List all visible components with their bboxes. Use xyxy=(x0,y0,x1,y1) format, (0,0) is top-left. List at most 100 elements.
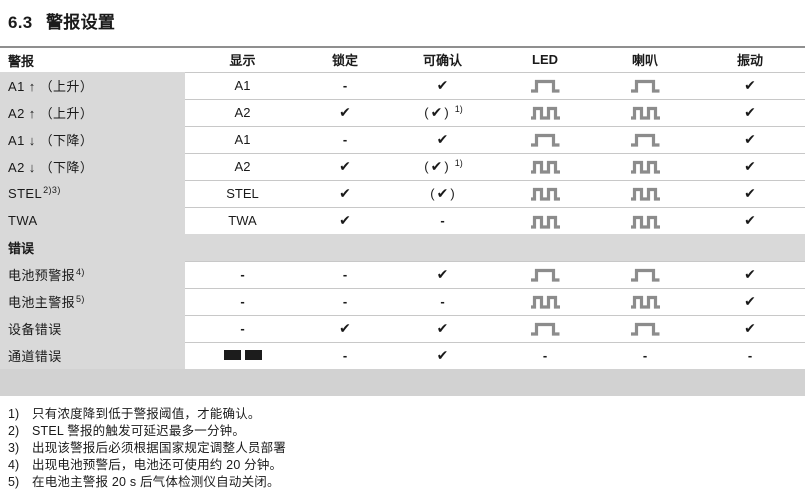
alarm-name-cell: TWA xyxy=(0,207,185,234)
cell-vibration: - xyxy=(695,341,805,369)
dash: - xyxy=(747,348,753,364)
cell-horn: - xyxy=(595,341,695,369)
cell-acknowledgeable: ✔ xyxy=(390,260,495,288)
double-pulse-icon xyxy=(630,188,660,201)
single-pulse-icon xyxy=(630,80,659,93)
footnote-item: 2) STEL 警报的触发可延迟最多一分钟。 xyxy=(8,423,805,440)
single-pulse-icon xyxy=(630,323,659,336)
double-pulse-icon xyxy=(630,215,660,229)
table-row: 设备错误 - ✔ ✔ ✔ xyxy=(0,314,805,342)
check-paren-icon: (✔) 1) xyxy=(422,157,463,174)
cell-vibration: ✔ xyxy=(695,287,805,315)
check-icon: ✔ xyxy=(436,347,449,364)
cell-acknowledgeable: (✔) xyxy=(390,179,495,207)
section-header-label: 错误 xyxy=(0,234,805,261)
cell-acknowledgeable: ✔ xyxy=(390,125,495,153)
check-icon: ✔ xyxy=(436,131,449,147)
section-title-text: 警报设置 xyxy=(46,13,116,32)
table-row: 通道错误 - ✔ - - - xyxy=(0,341,805,369)
double-pulse-icon xyxy=(530,188,560,201)
cell-display: A1 xyxy=(185,71,300,99)
check-icon: ✔ xyxy=(744,104,756,120)
cell-display: A1 xyxy=(185,125,300,153)
alarm-name: 通道错误 xyxy=(8,349,62,364)
dash: - xyxy=(342,348,348,364)
table-row: A1 ↓ （下降） A1 - ✔ ✔ xyxy=(0,125,805,153)
dash: - xyxy=(542,348,548,364)
check-icon: ✔ xyxy=(744,320,756,336)
cell-latching: ✔ xyxy=(300,206,390,234)
table-row: STEL2)3) STEL ✔(✔) ✔ xyxy=(0,179,805,207)
double-pulse-icon xyxy=(530,215,560,229)
table-body: A1 ↑ （上升） A1- ✔ ✔ A2 ↑ （上升） A2 ✔(✔) 1) ✔ A1 ↓ （下降… xyxy=(0,71,805,396)
cell-vibration: ✔ xyxy=(695,260,805,288)
alarm-name: STEL xyxy=(8,186,43,201)
dash: - xyxy=(440,213,445,229)
check-icon: ✔ xyxy=(339,320,351,336)
cell-display: - xyxy=(185,287,300,315)
cell-display: - xyxy=(185,260,300,288)
check-icon: ✔ xyxy=(436,266,449,282)
display-value: A1 xyxy=(234,78,251,93)
single-pulse-icon xyxy=(630,134,659,147)
table-row: A2 ↑ （上升） A2 ✔(✔) 1) ✔ xyxy=(0,98,805,126)
cell-horn xyxy=(595,179,695,207)
check-icon: ✔ xyxy=(430,158,443,174)
footnote-text: STEL 警报的触发可延迟最多一分钟。 xyxy=(32,424,246,438)
check-icon: ✔ xyxy=(436,320,449,336)
table-row: A2 ↓ （下降） A2 ✔(✔) 1) ✔ xyxy=(0,152,805,180)
dash: - xyxy=(440,294,445,309)
section-number: 6.3 xyxy=(8,13,33,32)
alarm-name-cell: 通道错误 xyxy=(0,342,185,369)
cell-acknowledgeable: ✔ xyxy=(390,341,495,369)
single-pulse-icon xyxy=(530,323,559,336)
cell-acknowledgeable: - xyxy=(390,287,495,315)
table-row: TWA TWA ✔ - ✔ xyxy=(0,206,805,234)
table-row: A1 ↑ （上升） A1 - ✔ ✔ xyxy=(0,71,805,99)
table-row: 电池预警报4) - - ✔ ✔ xyxy=(0,260,805,288)
cell-latching: ✔ xyxy=(300,179,390,207)
cell-led xyxy=(495,125,595,153)
cell-acknowledgeable: ✔ xyxy=(390,71,495,99)
alarm-name-cell: A2 ↑ （上升） xyxy=(0,99,185,126)
footnote-text: 出现该警报后必须根据国家规定调整人员部署 xyxy=(32,441,287,455)
footnote-marker: 2) xyxy=(8,424,20,438)
segment-bar xyxy=(223,350,241,361)
cell-vibration: ✔ xyxy=(695,152,805,180)
double-pulse-icon xyxy=(630,296,660,309)
paren-close: ) xyxy=(444,105,449,120)
check-icon: ✔ xyxy=(339,158,351,174)
column-header-display: 显示 xyxy=(185,46,300,72)
segment-bar xyxy=(244,350,262,361)
table-bottom-border-band xyxy=(0,369,805,396)
cell-display xyxy=(185,341,300,369)
check-icon: ✔ xyxy=(744,293,756,309)
cell-horn xyxy=(595,314,695,342)
display-value: A1 xyxy=(234,132,251,147)
check-icon: ✔ xyxy=(436,185,449,201)
cell-led: - xyxy=(495,341,595,369)
cell-latching: - xyxy=(300,341,390,369)
dash: - xyxy=(240,267,245,282)
section-row-error: 错误 xyxy=(0,234,805,261)
cell-acknowledgeable: (✔) 1) xyxy=(390,152,495,180)
cell-led xyxy=(495,179,595,207)
cell-latching: - xyxy=(300,125,390,153)
dash: - xyxy=(342,78,348,93)
alarm-name-cell: A1 ↓ （下降） xyxy=(0,126,185,153)
dash: - xyxy=(342,132,348,147)
column-header-horn: 喇叭 xyxy=(595,46,695,72)
check-paren-icon: (✔) xyxy=(428,185,456,201)
cell-latching: - xyxy=(300,260,390,288)
footnote-text: 出现电池预警后，电池还可使用约 20 分钟。 xyxy=(32,458,283,472)
cell-latching: - xyxy=(300,71,390,99)
footnote-item: 4) 出现电池预警后，电池还可使用约 20 分钟。 xyxy=(8,457,805,474)
check-paren-icon: (✔) 1) xyxy=(422,104,462,120)
display-value: A2 xyxy=(234,105,251,120)
table-bottom-border xyxy=(0,369,805,396)
check-icon: ✔ xyxy=(430,104,443,120)
footnote-marker-ref: 1) xyxy=(454,157,463,168)
footnote-marker-ref: 2)3) xyxy=(43,184,61,195)
alarm-name: A2 ↑ （上升） xyxy=(8,106,94,121)
double-pulse-icon xyxy=(530,107,560,120)
